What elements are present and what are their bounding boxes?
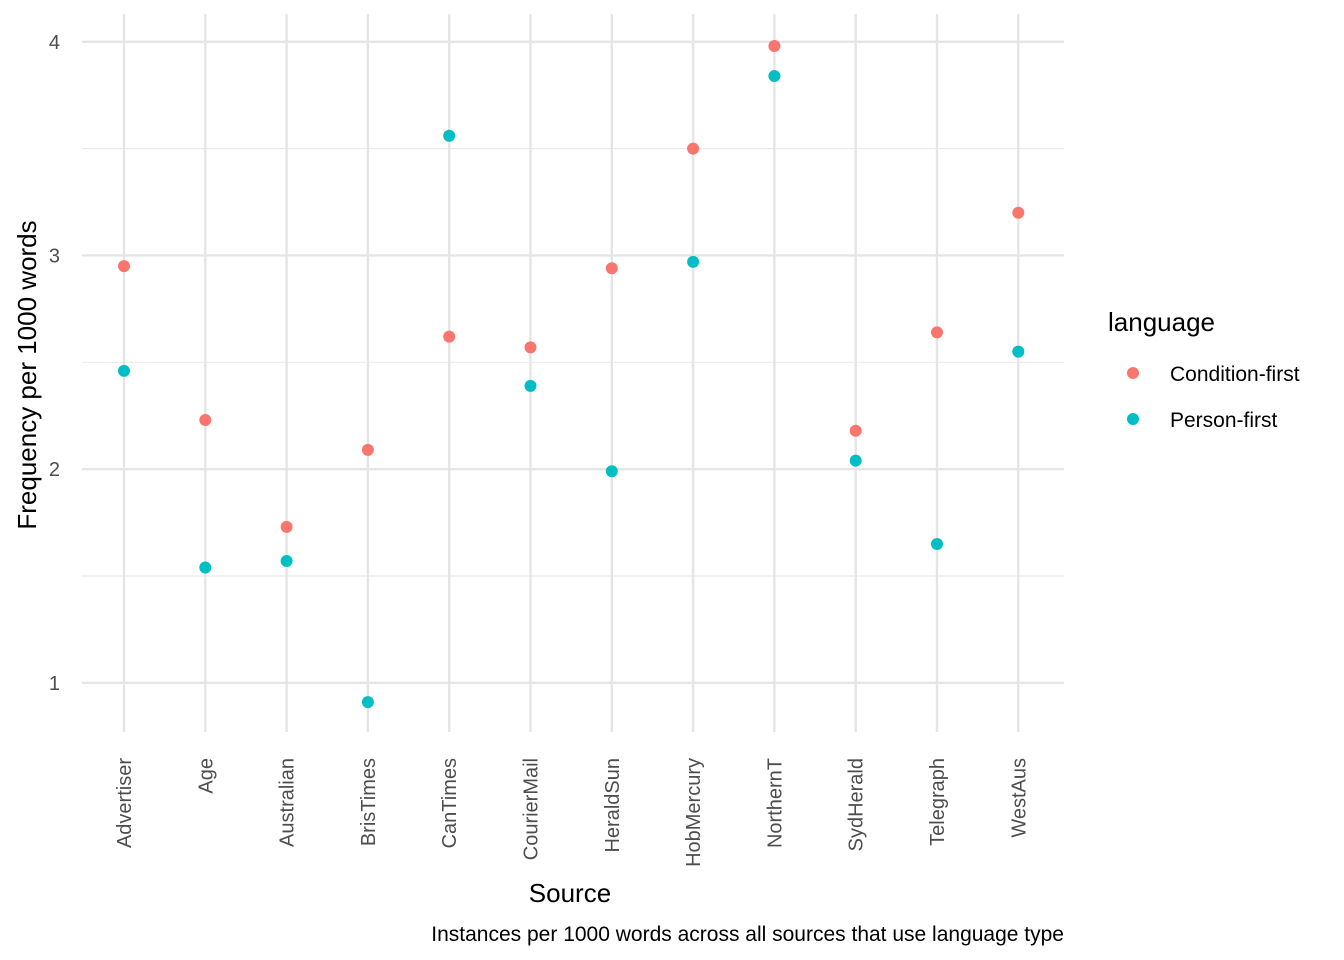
x-tick-label: HobMercury	[683, 758, 705, 867]
data-point	[118, 364, 130, 377]
data-point	[605, 465, 618, 478]
grid-lines	[82, 14, 1064, 732]
data-point	[605, 262, 618, 275]
data-points	[118, 40, 1025, 709]
legend-key	[1127, 367, 1139, 379]
legend-title: language	[1108, 307, 1215, 337]
data-point	[524, 379, 537, 392]
y-tick-label: 4	[49, 32, 60, 54]
x-tick-label: BrisTimes	[358, 758, 380, 846]
legend-items: Condition-first Person-first	[1127, 363, 1300, 432]
data-point	[443, 129, 456, 142]
y-axis-title: Frequency per 1000 words	[12, 220, 42, 529]
data-point	[931, 537, 943, 550]
x-tick-label: Age	[195, 758, 217, 794]
x-tick-label: SydHerald	[846, 758, 868, 851]
data-point	[849, 424, 862, 437]
data-point	[687, 142, 700, 155]
data-point	[524, 341, 537, 354]
data-point	[849, 454, 862, 467]
chart-caption: Instances per 1000 words across all sour…	[431, 923, 1064, 946]
y-tick-label: 3	[49, 245, 60, 267]
data-point	[199, 561, 212, 574]
x-tick-label: Advertiser	[114, 758, 136, 848]
data-point	[280, 555, 293, 568]
legend-label: Condition-first	[1170, 363, 1300, 386]
data-point	[931, 326, 943, 339]
data-point	[361, 696, 374, 709]
x-tick-label: HeraldSun	[602, 758, 624, 853]
data-point	[443, 330, 456, 343]
data-point	[687, 255, 700, 268]
x-tick-label: NorthernT	[764, 758, 786, 848]
x-tick-label: Australian	[277, 758, 299, 847]
y-tick-label: 1	[49, 673, 60, 695]
x-axis-title: Source	[529, 878, 611, 908]
data-point	[361, 443, 374, 456]
data-point	[280, 520, 293, 533]
data-point	[118, 260, 130, 273]
data-point	[768, 40, 781, 53]
legend-key	[1127, 413, 1139, 425]
x-tick-label: CourierMail	[521, 758, 543, 860]
x-axis-ticks: Advertiser Age Australian BrisTimes CanTimes…	[114, 758, 1030, 867]
data-point	[1012, 206, 1025, 219]
x-tick-label: WestAus	[1008, 758, 1030, 838]
legend: language Condition-first Person-first	[1108, 307, 1300, 432]
y-axis-ticks: 1 2 3 4	[49, 32, 60, 695]
data-point	[199, 414, 212, 427]
data-point	[1012, 345, 1025, 358]
data-point	[768, 69, 781, 82]
legend-label: Person-first	[1170, 409, 1278, 432]
y-tick-label: 2	[49, 459, 60, 481]
x-tick-label: CanTimes	[439, 758, 461, 848]
x-tick-label: Telegraph	[927, 758, 949, 846]
